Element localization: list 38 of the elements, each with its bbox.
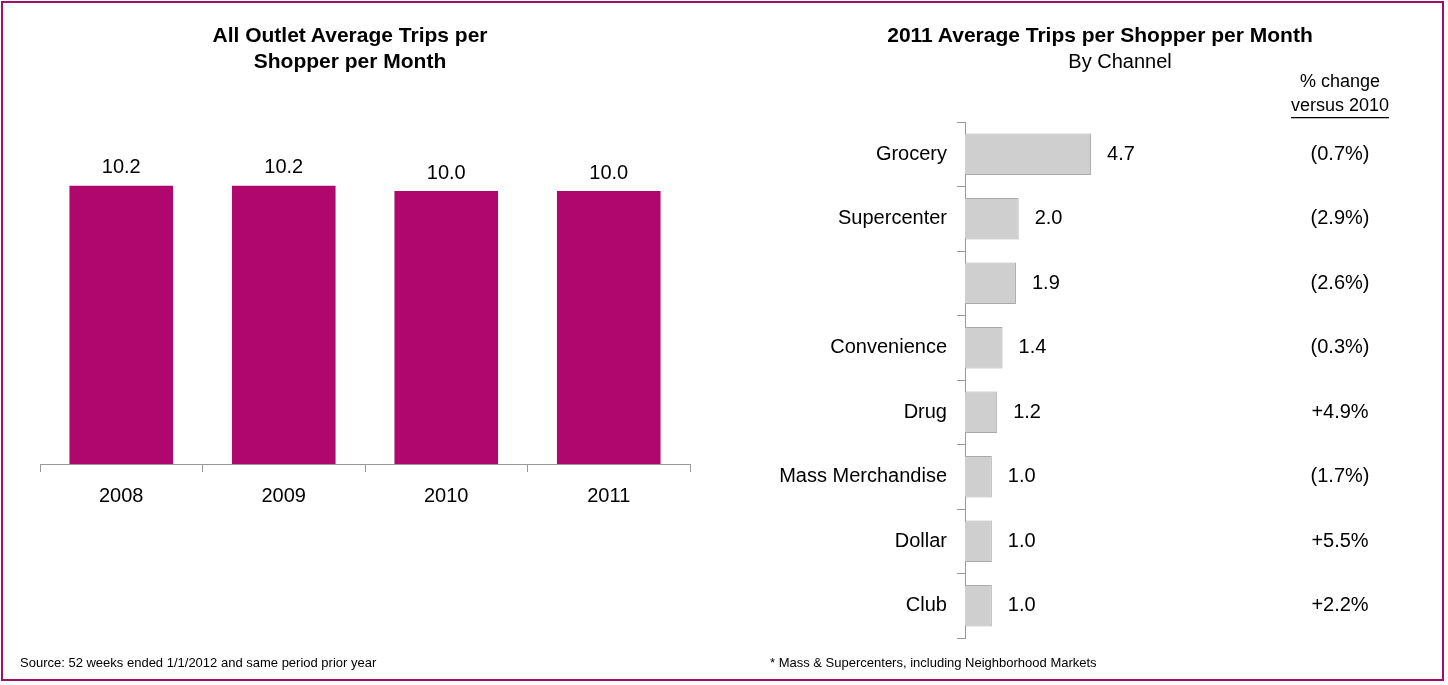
text: (2.6%): [1310, 270, 1370, 293]
y-tick-label: Drug: [903, 399, 947, 422]
y-tick-label: Dollar: [894, 528, 948, 551]
text: (2.9%): [1310, 206, 1370, 229]
x-tick-label: 2009: [261, 483, 306, 506]
y-tick-label: Club: [905, 593, 947, 616]
text: versus 2010: [1290, 94, 1390, 115]
data-label: 4.7: [1107, 141, 1135, 164]
y-tick-label: Convenience: [830, 335, 947, 358]
x-tick-label: 2011: [587, 483, 631, 506]
data-label: 10.0: [589, 160, 629, 183]
text: * Mass & Supercenters, including Neighborhood Markets: [770, 655, 1097, 670]
data-label: 10.0: [426, 160, 466, 183]
text: +4.9%: [1311, 399, 1369, 422]
text: (0.7%): [1310, 141, 1370, 164]
text: +5.5%: [1311, 528, 1369, 551]
data-label: 10.2: [101, 155, 141, 178]
y-tick-label: Mass Merchandise: [779, 464, 947, 487]
chart-title: All Outlet Average Trips per Shopper per Month: [211, 22, 489, 74]
data-label: 1.0: [1007, 464, 1036, 487]
data-label: 1.4: [1018, 335, 1047, 358]
data-label: 1.2: [1013, 399, 1041, 422]
source-note: Source: 52 weeks ended 1/1/2012 and same period prior year: [20, 655, 377, 670]
data-label: 1.0: [1007, 528, 1036, 551]
text: +2.2%: [1311, 593, 1369, 616]
data-label: 2.0: [1034, 206, 1063, 229]
chart-subtitle: By Channel: [1068, 50, 1172, 72]
text: % change: [1299, 70, 1381, 91]
x-tick-label: 2008: [99, 483, 144, 506]
chart-title: 2011 Average Trips per Shopper per Month: [887, 23, 1313, 46]
text: (0.3%): [1310, 335, 1370, 358]
text: (1.7%): [1310, 464, 1370, 487]
data-label: 10.2: [264, 155, 304, 178]
data-label: 1.9: [1031, 270, 1060, 293]
y-tick-label: Grocery: [875, 141, 947, 164]
y-tick-label: Supercenter: [838, 206, 948, 229]
data-label: 1.0: [1007, 593, 1036, 616]
x-tick-label: 2010: [424, 483, 469, 506]
